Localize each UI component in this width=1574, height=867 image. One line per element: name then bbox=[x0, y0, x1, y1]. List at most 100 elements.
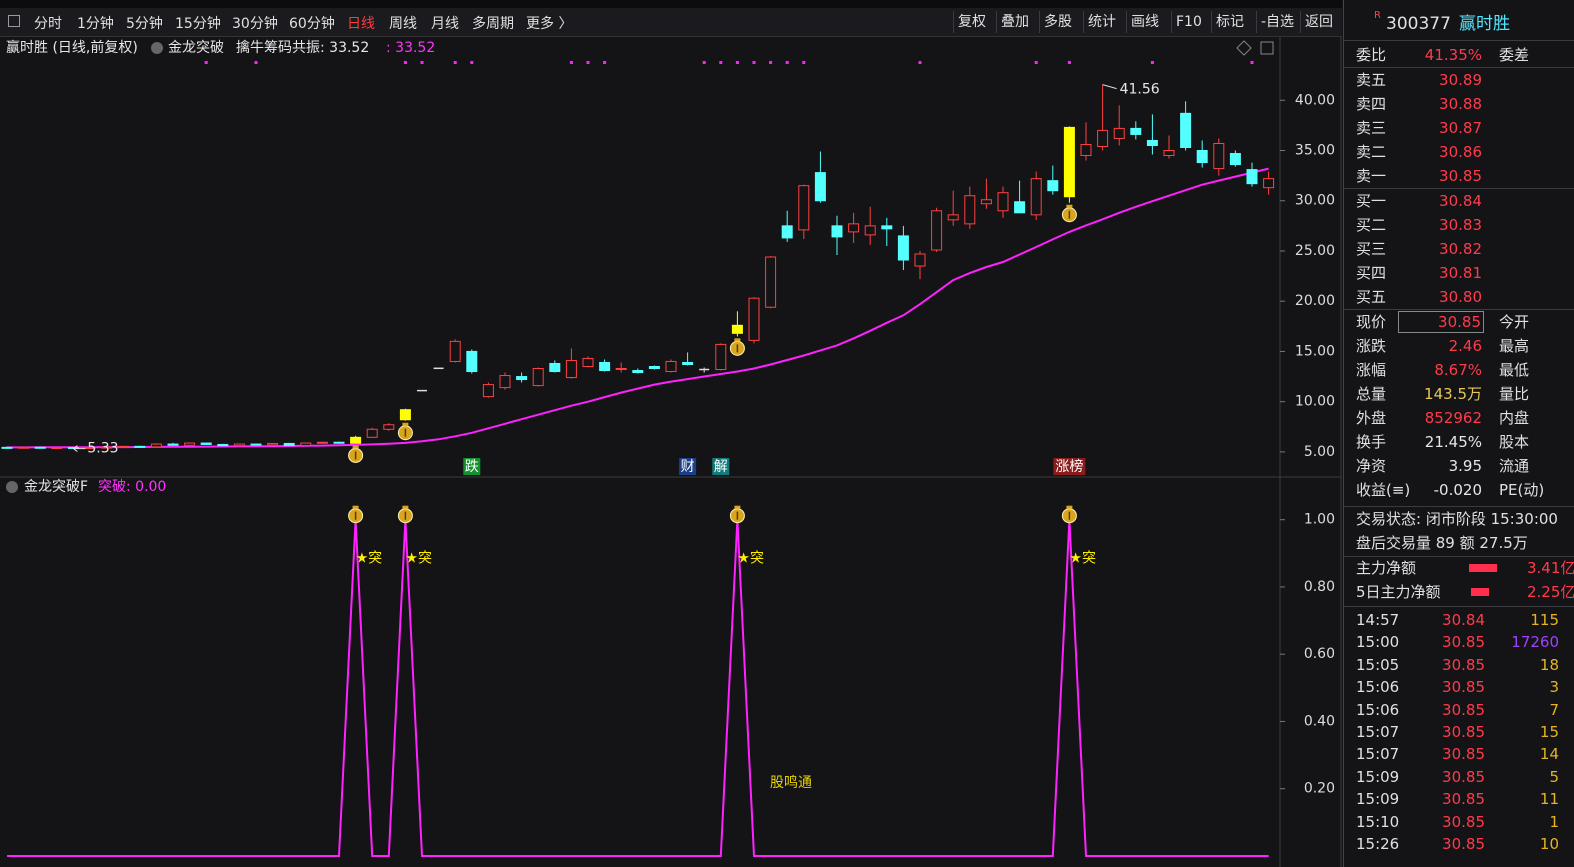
candle-body bbox=[549, 362, 561, 373]
event-label: 跌 bbox=[465, 459, 479, 475]
flow-value: 3.41亿 bbox=[1527, 559, 1574, 577]
y-tick-label: 5.00 bbox=[1304, 444, 1335, 460]
separator bbox=[1344, 606, 1574, 607]
separator bbox=[1344, 556, 1574, 557]
candle-body bbox=[897, 235, 909, 261]
candle-body bbox=[997, 192, 1009, 212]
y-tick-label: 0.40 bbox=[1304, 713, 1335, 729]
ma-line bbox=[7, 167, 1269, 449]
toolbar-button[interactable]: 叠加 bbox=[996, 11, 1033, 33]
peak-label: ★突 bbox=[737, 551, 764, 567]
period-tab[interactable]: 5分钟 bbox=[126, 16, 163, 32]
toolbar-button[interactable]: 复权 bbox=[953, 11, 990, 33]
stat-label-2: 今开 bbox=[1499, 313, 1530, 331]
y-tick-label: 40.00 bbox=[1295, 92, 1335, 108]
bid-price: 30.84 bbox=[1439, 192, 1482, 210]
peak-label: ★突 bbox=[405, 551, 432, 567]
flow-label: 5日主力净额 bbox=[1356, 583, 1441, 601]
toolbar-button[interactable]: 多股 bbox=[1039, 11, 1076, 33]
bid-price: 30.81 bbox=[1439, 264, 1482, 282]
period-tab[interactable]: 日线 bbox=[347, 16, 375, 32]
high-pointer bbox=[1102, 84, 1117, 90]
money-bag-neck bbox=[1066, 204, 1073, 208]
y-tick-label: 15.00 bbox=[1295, 343, 1335, 359]
menu-icon[interactable] bbox=[8, 15, 20, 27]
candle-body bbox=[1263, 178, 1275, 189]
bid-label: 买四 bbox=[1356, 264, 1387, 282]
period-tab[interactable]: 月线 bbox=[431, 16, 459, 32]
stock-name: 赢时胜 bbox=[1459, 14, 1510, 34]
period-tab[interactable]: 周线 bbox=[389, 16, 417, 32]
period-tab[interactable]: 分时 bbox=[34, 16, 62, 32]
money-bag-neck bbox=[352, 445, 359, 449]
tick-time: 15:05 bbox=[1356, 655, 1400, 674]
peak-label: ★突 bbox=[1069, 551, 1096, 567]
toolbar-button[interactable]: 返回 bbox=[1300, 11, 1337, 33]
high-label: 41.56 bbox=[1120, 82, 1160, 98]
period-tab[interactable]: 更多 〉 bbox=[526, 16, 573, 32]
candle-body bbox=[781, 225, 793, 239]
ask-price: 30.88 bbox=[1439, 95, 1482, 113]
tick-time: 15:09 bbox=[1356, 790, 1400, 809]
separator bbox=[1344, 40, 1574, 41]
candle-body bbox=[565, 359, 577, 379]
candle-body bbox=[1229, 153, 1241, 166]
period-tab[interactable]: 15分钟 bbox=[175, 16, 221, 32]
candle-body bbox=[350, 436, 362, 444]
y-tick-label: 0.80 bbox=[1304, 579, 1335, 595]
toolbar-button[interactable]: -自选 bbox=[1256, 11, 1298, 33]
ask-label: 卖四 bbox=[1356, 95, 1387, 113]
candle-body bbox=[267, 442, 279, 446]
tick-time: 15:07 bbox=[1356, 723, 1400, 741]
candle-body bbox=[300, 442, 312, 446]
candle-body bbox=[964, 195, 976, 225]
tick-price: 30.85 bbox=[1442, 723, 1485, 741]
period-tab[interactable]: 多周期 bbox=[472, 16, 514, 32]
sub-legend: 突破: 0.00 bbox=[98, 479, 166, 495]
candle-body bbox=[366, 428, 378, 438]
candle-body bbox=[632, 370, 644, 374]
period-tab[interactable]: 30分钟 bbox=[232, 16, 278, 32]
toolbar-button[interactable]: 画线 bbox=[1126, 11, 1163, 33]
candle-body bbox=[1063, 126, 1075, 198]
flow-bar bbox=[1471, 588, 1489, 596]
diamond-icon[interactable] bbox=[1236, 40, 1252, 56]
period-tab[interactable]: 60分钟 bbox=[289, 16, 335, 32]
tick-volume: 10 bbox=[1539, 835, 1559, 853]
panel-icon[interactable] bbox=[1260, 41, 1274, 55]
signal-dot bbox=[702, 61, 706, 64]
toolbar-button[interactable]: F10 bbox=[1171, 11, 1206, 33]
candle-body bbox=[648, 366, 660, 370]
tick-price: 30.85 bbox=[1442, 655, 1485, 674]
stat-label: 总量 bbox=[1356, 385, 1387, 403]
stat-value: -0.020 bbox=[1433, 481, 1482, 499]
tick-time: 15:06 bbox=[1356, 700, 1400, 719]
candle-body bbox=[117, 445, 129, 448]
stat-label: 现价 bbox=[1356, 313, 1387, 331]
stat-value: 143.5万 bbox=[1424, 385, 1482, 403]
period-tab[interactable]: 1分钟 bbox=[77, 16, 114, 32]
candle-body bbox=[399, 409, 411, 421]
bid-label: 买一 bbox=[1356, 192, 1387, 210]
event-label: 解 bbox=[714, 459, 728, 475]
stat-label: 外盘 bbox=[1356, 409, 1387, 427]
signal-dot bbox=[403, 61, 407, 64]
stat-label-2: 流通 bbox=[1499, 457, 1530, 475]
toolbar-button[interactable]: 标记 bbox=[1211, 11, 1248, 33]
stat-value: 21.45% bbox=[1424, 433, 1482, 451]
indicator-value-2: : 33.52 bbox=[386, 40, 435, 56]
indicator-icon[interactable] bbox=[6, 481, 18, 493]
candle-body bbox=[1, 446, 13, 449]
candle-body bbox=[1246, 169, 1258, 185]
money-bag bbox=[729, 505, 745, 524]
signal-dot bbox=[785, 61, 789, 64]
toolbar-button[interactable]: 统计 bbox=[1083, 11, 1120, 33]
candle-body bbox=[51, 446, 63, 449]
tick-price: 30.85 bbox=[1442, 812, 1485, 831]
candle-body bbox=[848, 223, 860, 233]
indicator-icon[interactable] bbox=[151, 42, 163, 54]
low-label: 5.33 bbox=[87, 441, 118, 457]
signal-dot bbox=[918, 61, 922, 64]
signal-dot bbox=[769, 61, 773, 64]
